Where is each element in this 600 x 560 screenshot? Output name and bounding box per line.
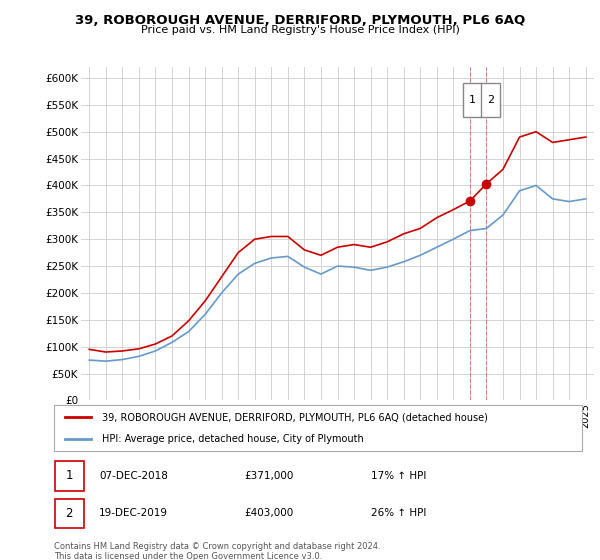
Text: 07-DEC-2018: 07-DEC-2018 xyxy=(99,471,168,481)
Text: 2: 2 xyxy=(487,95,494,105)
FancyBboxPatch shape xyxy=(54,405,582,451)
Text: 39, ROBOROUGH AVENUE, DERRIFORD, PLYMOUTH, PL6 6AQ (detached house): 39, ROBOROUGH AVENUE, DERRIFORD, PLYMOUT… xyxy=(101,412,487,422)
Text: £371,000: £371,000 xyxy=(244,471,293,481)
Text: 1: 1 xyxy=(469,95,476,105)
Text: 1: 1 xyxy=(65,469,73,482)
Text: Contains HM Land Registry data © Crown copyright and database right 2024.
This d: Contains HM Land Registry data © Crown c… xyxy=(54,542,380,560)
Text: Price paid vs. HM Land Registry's House Price Index (HPI): Price paid vs. HM Land Registry's House … xyxy=(140,25,460,35)
FancyBboxPatch shape xyxy=(55,498,83,528)
Text: £403,000: £403,000 xyxy=(244,508,293,518)
Text: HPI: Average price, detached house, City of Plymouth: HPI: Average price, detached house, City… xyxy=(101,435,363,444)
Bar xyxy=(463,83,500,116)
Text: 2: 2 xyxy=(65,507,73,520)
Text: 17% ↑ HPI: 17% ↑ HPI xyxy=(371,471,426,481)
Text: 39, ROBOROUGH AVENUE, DERRIFORD, PLYMOUTH, PL6 6AQ: 39, ROBOROUGH AVENUE, DERRIFORD, PLYMOUT… xyxy=(75,14,525,27)
Text: 19-DEC-2019: 19-DEC-2019 xyxy=(99,508,168,518)
FancyBboxPatch shape xyxy=(55,461,83,491)
Text: 26% ↑ HPI: 26% ↑ HPI xyxy=(371,508,426,518)
